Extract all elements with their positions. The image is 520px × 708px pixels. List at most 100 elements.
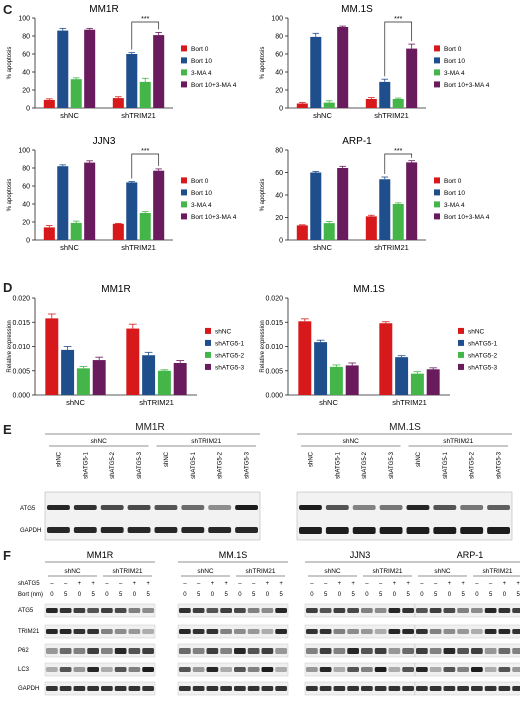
group-label: shTRIM21 xyxy=(483,568,513,575)
lane-label: shATG5-2 xyxy=(110,451,116,479)
band-atg5 xyxy=(220,608,232,613)
band-p62 xyxy=(457,648,469,654)
legend-label: Bort 0 xyxy=(444,178,462,185)
band-p62 xyxy=(46,648,58,654)
legend-label: Bort 10+3-MA 4 xyxy=(191,82,237,89)
band-gapdh xyxy=(127,527,151,533)
band-p62 xyxy=(192,648,205,654)
legend-swatch xyxy=(205,327,211,334)
band-lc3 xyxy=(73,667,86,672)
x-tick-label: shNC xyxy=(66,398,85,407)
band-lc3 xyxy=(457,667,469,672)
shatg5-sign: + xyxy=(224,581,228,587)
band-trim21 xyxy=(347,629,359,634)
shatg5-sign: + xyxy=(406,581,410,587)
legend-label: 3-MA 4 xyxy=(191,202,212,209)
bar-shatg5-2 xyxy=(410,373,424,395)
band-p62 xyxy=(498,648,511,654)
x-tick-label: shTRIM21 xyxy=(121,243,156,252)
group-label: shTRIM21 xyxy=(191,438,221,445)
band-p62 xyxy=(220,648,232,654)
legend-label: Bort 10 xyxy=(444,58,465,65)
band-p62 xyxy=(179,648,191,654)
bar-shatg5-2 xyxy=(76,368,90,395)
legend-swatch xyxy=(181,189,187,196)
band-gapdh xyxy=(352,527,376,534)
legend-swatch xyxy=(434,177,440,184)
bort-value: 0 xyxy=(50,592,54,598)
band-p62 xyxy=(333,648,346,654)
band-lc3 xyxy=(206,667,219,672)
band-p62 xyxy=(247,648,260,654)
panel-letter-f: F xyxy=(3,548,11,563)
row-label-lc3: LC3 xyxy=(18,667,30,673)
legend-swatch xyxy=(181,81,187,88)
blot-title: MM1R xyxy=(87,550,114,560)
shatg5-sign: – xyxy=(197,581,201,587)
bar-bort-0 xyxy=(43,99,55,108)
legend-swatch xyxy=(181,69,187,76)
bort-value: 5 xyxy=(379,592,383,598)
bort-value: 0 xyxy=(448,592,452,598)
band-atg5 xyxy=(192,608,205,613)
band-lc3 xyxy=(471,667,483,672)
band-atg5 xyxy=(388,608,401,613)
band-trim21 xyxy=(498,629,511,634)
bar-shnc xyxy=(379,323,393,395)
shatg5-sign: – xyxy=(252,581,256,587)
band-gapdh xyxy=(299,527,322,534)
y-tick-label: 40 xyxy=(275,193,283,200)
shatg5-sign: + xyxy=(461,581,465,587)
band-p62 xyxy=(206,648,219,654)
y-axis-label: Relative expression xyxy=(7,320,13,372)
bar-bort-10 xyxy=(310,36,322,108)
chart-3: ARP-1 % apoptosis 0 20 40 60 80 shNC shTRIM21 ***… xyxy=(260,136,490,252)
legend-swatch xyxy=(458,363,464,370)
band-lc3 xyxy=(179,667,191,672)
shatg5-sign: – xyxy=(379,581,383,587)
band-gapdh xyxy=(333,686,346,691)
row-header-shatg5: shATG5 xyxy=(18,581,40,587)
y-tick-label: 40 xyxy=(22,202,30,209)
legend-label: Bort 10 xyxy=(191,58,212,65)
y-tick-label: 60 xyxy=(22,184,30,191)
bort-value: 5 xyxy=(224,592,228,598)
band-atg5 xyxy=(299,505,322,510)
y-tick-label: 0.010 xyxy=(265,344,283,351)
legend-label: Bort 0 xyxy=(191,46,209,53)
row-label-atg5: ATG5 xyxy=(20,506,36,512)
band-atg5 xyxy=(484,608,497,613)
band-trim21 xyxy=(388,629,401,634)
band-p62 xyxy=(361,648,373,654)
lane-label: shATG5-2 xyxy=(470,451,476,479)
shatg5-sign: + xyxy=(516,581,520,587)
band-atg5 xyxy=(347,608,359,613)
y-tick-label: 100 xyxy=(271,16,283,23)
shatg5-sign: – xyxy=(119,581,123,587)
band-p62 xyxy=(402,648,414,654)
bort-value: 5 xyxy=(351,592,355,598)
band-lc3 xyxy=(498,667,511,672)
y-tick-label: 20 xyxy=(22,88,30,95)
legend-swatch xyxy=(434,189,440,196)
band-atg5 xyxy=(325,505,349,510)
bar-shatg5-2 xyxy=(329,366,343,395)
bort-value: 5 xyxy=(324,592,328,598)
chart-title: MM1R xyxy=(101,284,130,295)
band-atg5 xyxy=(361,608,373,613)
band-atg5 xyxy=(512,608,520,613)
significance-bracket xyxy=(131,153,160,179)
group-label: shNC xyxy=(324,568,341,575)
legend-swatch xyxy=(205,363,211,370)
band-gapdh xyxy=(142,686,154,691)
band-lc3 xyxy=(220,667,232,672)
membrane-strip xyxy=(44,603,156,618)
legend-label: shNC xyxy=(468,328,485,335)
group-label: shNC xyxy=(64,568,81,575)
band-atg5 xyxy=(457,608,469,613)
band-gapdh xyxy=(192,686,205,691)
significance-bracket xyxy=(384,153,413,174)
x-tick-label: shNC xyxy=(313,111,332,120)
band-p62 xyxy=(73,648,86,654)
y-axis-label: % apoptosis xyxy=(7,179,13,212)
